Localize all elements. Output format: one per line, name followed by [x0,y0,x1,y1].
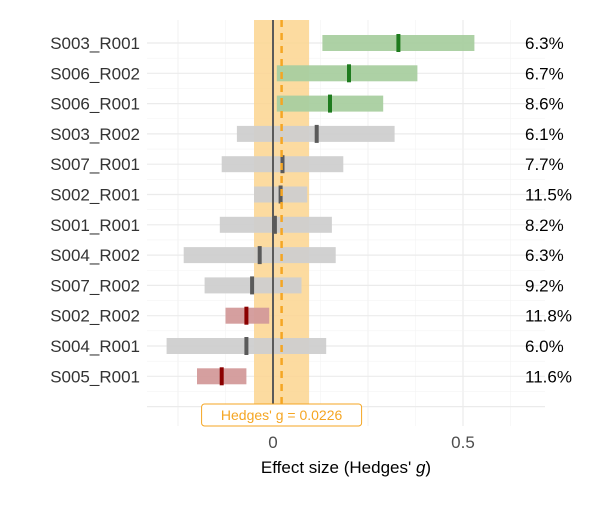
x-axis: 0 0.5 Effect size (Hedges' g) [261,433,475,477]
study-labels: S003_R001 S006_R002 S006_R001 S003_R002 S007… [50,34,140,386]
point-estimate-s006-r002 [347,64,351,83]
study-label: S006_R001 [50,95,140,114]
study-label: S007_R001 [50,155,140,174]
study-weights: 6.3% 6.7% 8.6% 6.1% 7.7% 11.5% 8.2% 6.3% 9.2% 11.… [525,34,572,386]
study-label: S006_R002 [50,64,140,83]
x-axis-title-text: Effect size (Hedges' [261,458,416,477]
study-weight: 11.5% [525,186,572,205]
study-label: S004_R002 [50,246,140,265]
point-estimate-s001-r001 [272,215,277,234]
point-estimate-s005-r001 [219,367,224,386]
point-estimate-s003-r001 [396,34,401,52]
study-label: S003_R001 [50,34,140,53]
study-weight: 11.8% [525,307,572,326]
pooled-label-text: Hedges' g = 0.0226 [221,407,343,423]
study-intervals [166,34,475,386]
study-weight: 6.0% [525,337,564,356]
x-tick-label: 0 [268,433,277,452]
study-weight: 8.6% [525,95,564,114]
study-weight: 9.2% [525,276,564,295]
study-weight: 6.3% [525,246,564,265]
study-label: S003_R002 [50,125,140,144]
point-estimate-s003-r002 [314,124,319,143]
study-weight: 6.7% [525,64,564,83]
x-axis-title-close: ) [425,458,431,477]
x-axis-title: Effect size (Hedges' g) [261,458,431,477]
study-label: S002_R001 [50,186,140,205]
pooled-estimate-label: Hedges' g = 0.0226 [201,403,363,427]
study-label: S002_R002 [50,307,140,326]
study-weight: 11.6% [525,367,572,386]
study-weight: 7.7% [525,155,564,174]
study-weight: 6.1% [525,125,564,144]
study-weight: 8.2% [525,216,564,235]
pooled-label-box [201,403,363,427]
x-tick-label: 0.5 [451,433,475,452]
study-label: S007_R002 [50,276,140,295]
point-estimate-s002-r002 [244,306,249,325]
point-estimate-s004-r001 [244,337,249,355]
point-estimate-s004-r002 [257,246,262,265]
x-axis-title-italic: g [416,458,426,477]
study-weight: 6.3% [525,34,564,53]
point-estimate-s007-r002 [250,276,255,295]
point-estimate-s006-r001 [328,94,332,113]
study-label: S001_R001 [50,216,140,235]
study-label: S005_R001 [50,367,140,386]
study-label: S004_R001 [50,337,140,356]
